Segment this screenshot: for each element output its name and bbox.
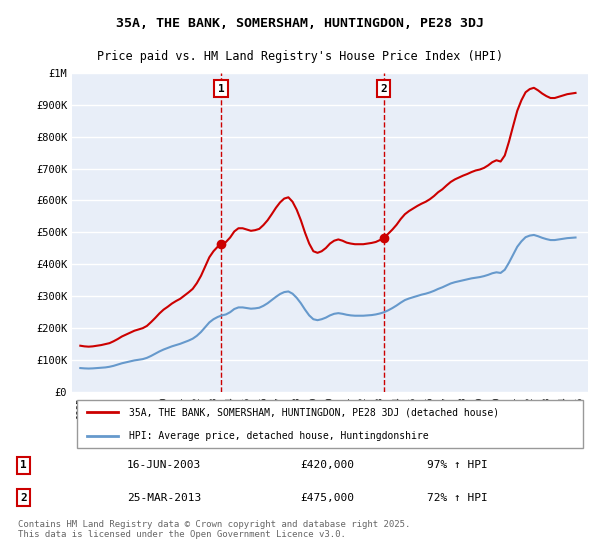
Text: 97% ↑ HPI: 97% ↑ HPI [427,460,487,470]
Text: 35A, THE BANK, SOMERSHAM, HUNTINGDON, PE28 3DJ: 35A, THE BANK, SOMERSHAM, HUNTINGDON, PE… [116,17,484,30]
Text: 2: 2 [380,84,387,94]
Text: 1: 1 [218,84,224,94]
Text: 2: 2 [20,493,27,503]
Text: Contains HM Land Registry data © Crown copyright and database right 2025.
This d: Contains HM Land Registry data © Crown c… [18,520,410,539]
Text: 72% ↑ HPI: 72% ↑ HPI [427,493,487,503]
Text: 25-MAR-2013: 25-MAR-2013 [127,493,202,503]
Text: 1: 1 [20,460,27,470]
Text: 16-JUN-2003: 16-JUN-2003 [127,460,202,470]
Text: HPI: Average price, detached house, Huntingdonshire: HPI: Average price, detached house, Hunt… [129,431,428,441]
Text: £475,000: £475,000 [300,493,354,503]
Text: Price paid vs. HM Land Registry's House Price Index (HPI): Price paid vs. HM Land Registry's House … [97,50,503,63]
FancyBboxPatch shape [77,400,583,448]
Text: 35A, THE BANK, SOMERSHAM, HUNTINGDON, PE28 3DJ (detached house): 35A, THE BANK, SOMERSHAM, HUNTINGDON, PE… [129,408,499,418]
Text: £420,000: £420,000 [300,460,354,470]
